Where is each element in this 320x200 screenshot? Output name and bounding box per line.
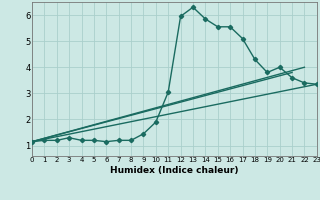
X-axis label: Humidex (Indice chaleur): Humidex (Indice chaleur) — [110, 166, 239, 175]
